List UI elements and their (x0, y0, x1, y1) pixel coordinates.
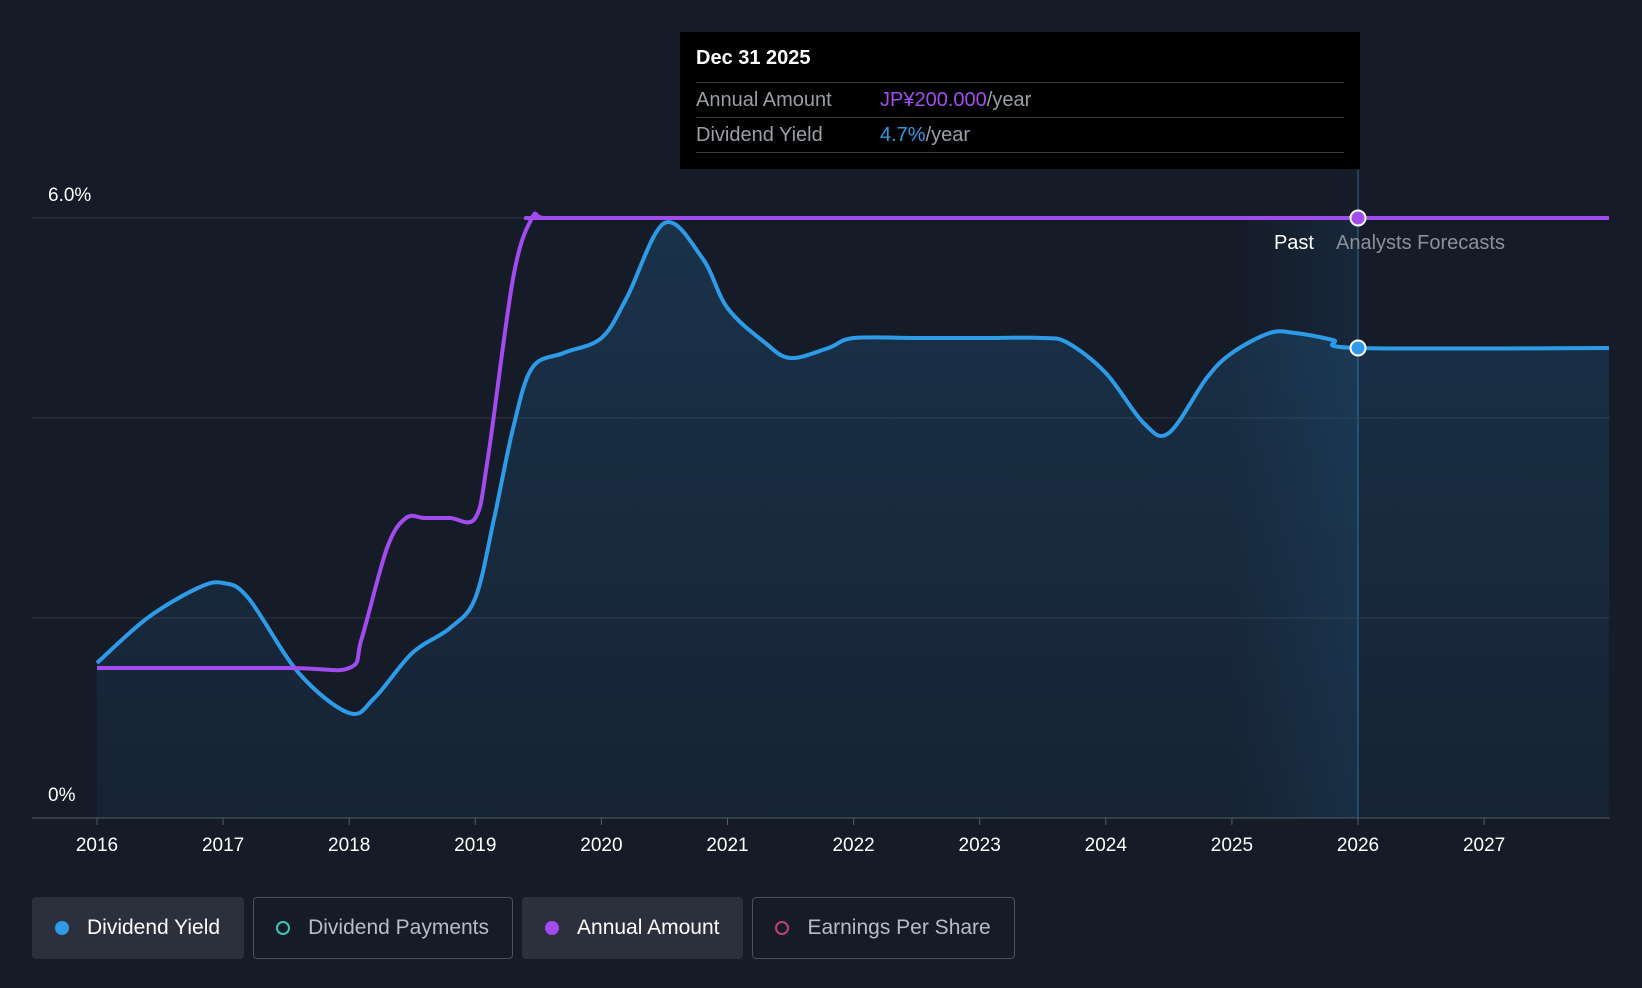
tooltip-yield-label: Dividend Yield (696, 124, 823, 146)
tooltip-yield-value: 4.7% (880, 124, 926, 146)
x-tick-label-2018: 2018 (328, 835, 370, 856)
y-tick-label-bottom: 0% (48, 785, 76, 806)
x-tick-label-2020: 2020 (580, 835, 622, 856)
x-tick-label-2027: 2027 (1463, 835, 1505, 856)
legend-label: Earnings Per Share (807, 916, 991, 939)
x-tick-label-2021: 2021 (706, 835, 748, 856)
y-tick-label-top: 6.0% (48, 185, 91, 206)
tooltip-yield-row: Dividend Yield 4.7% /year (696, 118, 1344, 153)
legend-label: Dividend Payments (308, 916, 490, 939)
series-lines (95, 211, 1609, 716)
x-tick-label-2022: 2022 (832, 835, 874, 856)
tooltip-annual-label: Annual Amount (696, 89, 832, 111)
hover-markers (1349, 209, 1367, 357)
legend-earnings-per-share[interactable]: Earnings Per Share (752, 897, 1015, 959)
x-tick-label-2024: 2024 (1085, 835, 1128, 856)
tooltip-annual-unit: /year (986, 89, 1032, 111)
legend-dividend-yield[interactable]: Dividend Yield (32, 897, 245, 959)
tooltip-annual-value: JP¥200.000 (880, 89, 987, 111)
legend-annual-amount[interactable]: Annual Amount (522, 897, 744, 959)
legend-dividend-payments[interactable]: Dividend Payments (253, 897, 514, 959)
tooltip: Dec 31 2025 Annual Amount JP¥200.000 /ye… (680, 32, 1360, 169)
x-axis: 2016 2017 2018 2019 2020 2021 2022 2023 2024 2025… (32, 817, 1610, 856)
yield-area (97, 221, 1609, 818)
legend-label: Annual Amount (577, 916, 720, 939)
legend: Dividend Yield Dividend Payments Annual … (32, 897, 1015, 961)
x-tick-label-2017: 2017 (202, 835, 244, 856)
tooltip-date: Dec 31 2025 (696, 46, 1344, 83)
legend-dot-icon (55, 921, 69, 935)
annual-amount-line (97, 211, 1609, 673)
legend-dot-icon (545, 921, 560, 935)
dividend-yield-marker (1349, 339, 1367, 357)
x-tick-label-2023: 2023 (959, 835, 1001, 856)
past-label: Past (1274, 232, 1314, 254)
x-tick-label-2019: 2019 (454, 835, 496, 856)
yield-area-fill (97, 221, 1609, 818)
x-tick-label-2026: 2026 (1337, 835, 1379, 856)
x-tick-label-2016: 2016 (76, 835, 118, 856)
legend-label: Dividend Yield (87, 916, 221, 939)
x-tick-label-2025: 2025 (1211, 835, 1253, 856)
forecast-label: Analysts Forecasts (1336, 232, 1505, 254)
tooltip-annual-row: Annual Amount JP¥200.000 /year (696, 83, 1344, 118)
dividend-yield-line (95, 220, 1609, 716)
tooltip-yield-unit: /year (925, 124, 971, 146)
legend-dot-icon (276, 921, 291, 935)
legend-dot-icon (775, 921, 790, 935)
annual-amount-marker (1349, 209, 1367, 227)
